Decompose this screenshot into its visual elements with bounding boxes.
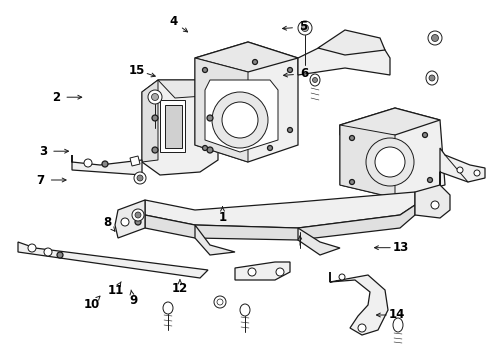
Polygon shape [414, 185, 449, 218]
Text: 4: 4 [169, 15, 177, 28]
Text: 7: 7 [37, 174, 44, 186]
Polygon shape [297, 228, 339, 255]
Circle shape [349, 135, 354, 140]
Circle shape [297, 21, 311, 35]
Circle shape [148, 90, 162, 104]
Circle shape [312, 77, 317, 82]
Polygon shape [195, 225, 235, 255]
Circle shape [473, 170, 479, 176]
Circle shape [151, 94, 158, 100]
Text: 3: 3 [39, 145, 47, 158]
Text: 8: 8 [103, 216, 111, 229]
Text: 10: 10 [83, 298, 100, 311]
Polygon shape [339, 108, 439, 135]
Circle shape [135, 212, 141, 218]
Circle shape [374, 147, 404, 177]
Polygon shape [204, 80, 278, 152]
Circle shape [428, 75, 434, 81]
Circle shape [422, 132, 427, 138]
Polygon shape [235, 262, 289, 280]
Text: 12: 12 [171, 282, 188, 294]
Circle shape [152, 147, 158, 153]
Circle shape [217, 299, 223, 305]
Ellipse shape [392, 318, 402, 332]
Circle shape [430, 35, 438, 41]
Polygon shape [195, 42, 297, 162]
Circle shape [252, 59, 257, 64]
Polygon shape [439, 148, 484, 185]
Text: 1: 1 [218, 211, 226, 224]
Polygon shape [339, 108, 444, 198]
Text: 13: 13 [392, 241, 408, 254]
Circle shape [44, 248, 52, 256]
Circle shape [287, 127, 292, 132]
Polygon shape [158, 80, 218, 98]
Polygon shape [329, 272, 387, 335]
Circle shape [427, 31, 441, 45]
Text: 15: 15 [128, 64, 145, 77]
Text: 2: 2 [52, 91, 60, 104]
Circle shape [206, 147, 213, 153]
Polygon shape [339, 125, 394, 198]
Polygon shape [72, 155, 142, 175]
Circle shape [275, 268, 284, 276]
Text: 5: 5 [299, 21, 306, 33]
Circle shape [212, 92, 267, 148]
Polygon shape [115, 200, 145, 238]
Circle shape [338, 274, 345, 280]
Circle shape [365, 138, 413, 186]
Ellipse shape [163, 302, 173, 314]
Circle shape [121, 218, 129, 226]
Circle shape [132, 209, 143, 221]
Text: 9: 9 [129, 294, 137, 307]
Circle shape [202, 68, 207, 72]
Circle shape [206, 115, 213, 121]
Circle shape [357, 324, 365, 332]
Circle shape [134, 172, 146, 184]
Circle shape [430, 201, 438, 209]
Ellipse shape [309, 74, 319, 86]
Circle shape [349, 180, 354, 184]
Polygon shape [145, 192, 414, 228]
Circle shape [84, 159, 92, 167]
Text: 11: 11 [107, 284, 123, 297]
Ellipse shape [425, 71, 437, 85]
Ellipse shape [240, 304, 249, 316]
Text: 6: 6 [300, 67, 307, 80]
Polygon shape [130, 156, 140, 166]
Polygon shape [164, 105, 182, 148]
Circle shape [222, 102, 258, 138]
Polygon shape [297, 35, 389, 75]
Circle shape [267, 145, 272, 150]
Circle shape [214, 296, 225, 308]
Polygon shape [317, 30, 384, 55]
Circle shape [135, 219, 141, 225]
Circle shape [28, 244, 36, 252]
Circle shape [301, 24, 308, 31]
Polygon shape [160, 100, 184, 152]
Polygon shape [142, 80, 218, 175]
Circle shape [247, 268, 256, 276]
Circle shape [456, 167, 462, 173]
Circle shape [137, 175, 142, 181]
Circle shape [152, 115, 158, 121]
Polygon shape [18, 242, 207, 278]
Polygon shape [142, 80, 158, 162]
Circle shape [102, 161, 108, 167]
Text: 14: 14 [388, 309, 405, 321]
Circle shape [202, 145, 207, 150]
Polygon shape [195, 58, 247, 162]
Polygon shape [195, 42, 297, 72]
Circle shape [427, 177, 431, 183]
Polygon shape [145, 205, 414, 240]
Circle shape [287, 68, 292, 72]
Circle shape [57, 252, 63, 258]
